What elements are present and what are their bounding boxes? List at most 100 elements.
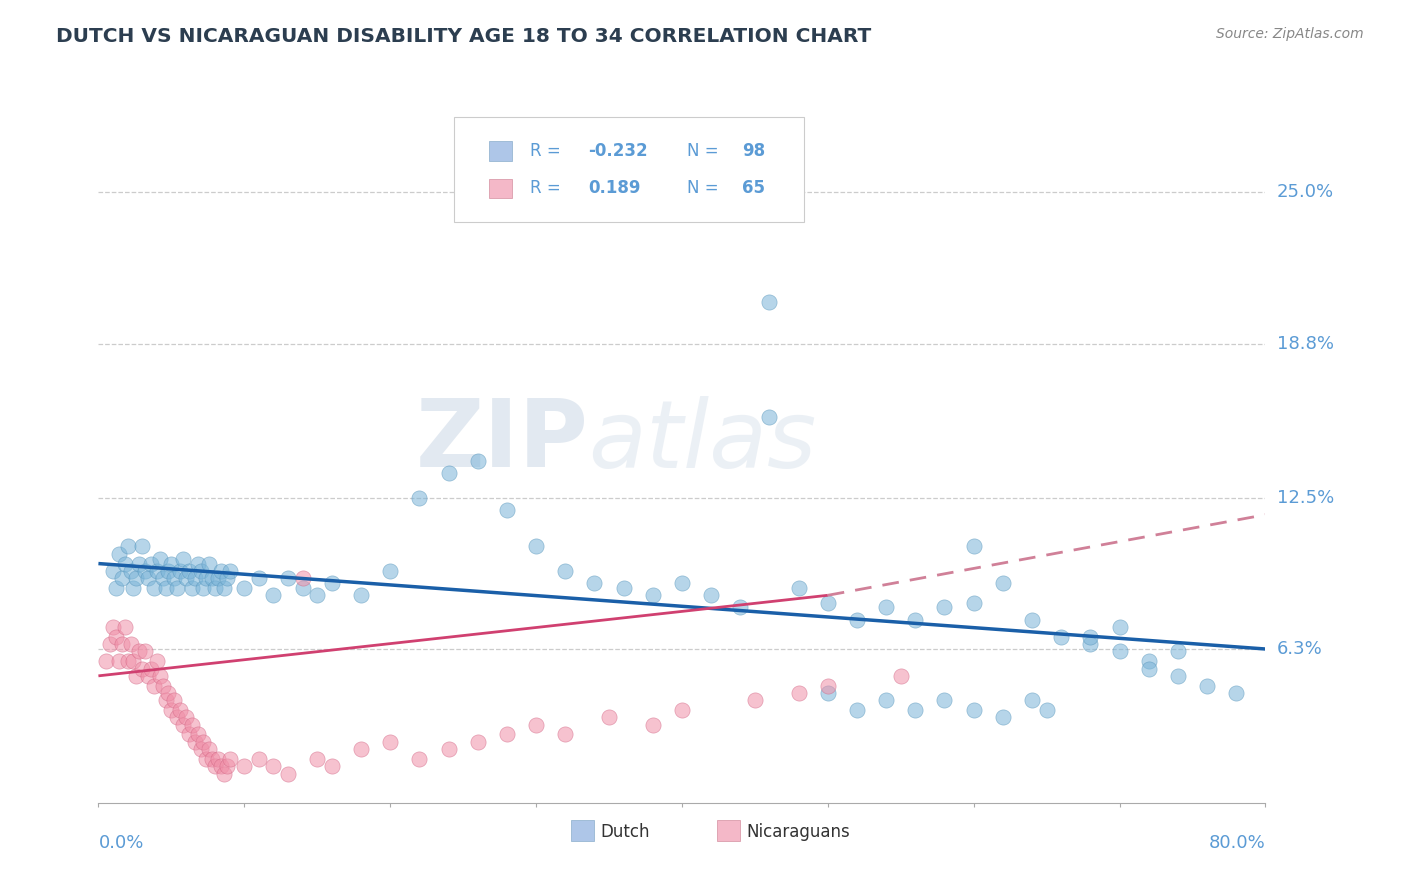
Point: [101, 620, 124, 634]
Point: [817, 686, 839, 700]
Point: [207, 571, 229, 585]
Point: [157, 564, 180, 578]
Point: [204, 581, 226, 595]
Point: [350, 588, 373, 602]
Point: [524, 540, 547, 554]
Point: [152, 679, 174, 693]
Point: [166, 710, 188, 724]
Point: [117, 654, 139, 668]
Point: [120, 637, 142, 651]
Point: [142, 679, 165, 693]
Point: [728, 600, 751, 615]
Point: [111, 571, 134, 585]
Point: [307, 752, 329, 766]
Text: 98: 98: [742, 142, 765, 160]
Point: [408, 752, 430, 766]
Point: [204, 759, 226, 773]
Point: [146, 564, 169, 578]
Point: [991, 710, 1014, 724]
Point: [207, 752, 229, 766]
Point: [408, 491, 430, 505]
Point: [169, 703, 191, 717]
Point: [166, 581, 188, 595]
Point: [134, 644, 156, 658]
Point: [291, 571, 314, 585]
Point: [495, 503, 517, 517]
Point: [108, 547, 131, 561]
Point: [1021, 613, 1043, 627]
Point: [128, 644, 150, 658]
Point: [187, 727, 209, 741]
Point: [233, 581, 256, 595]
Point: [108, 654, 131, 668]
Text: 12.5%: 12.5%: [1277, 489, 1334, 507]
Text: 65: 65: [742, 179, 765, 197]
Point: [1167, 644, 1189, 658]
Point: [1137, 661, 1160, 675]
Point: [190, 742, 212, 756]
Point: [787, 581, 810, 595]
Point: [437, 742, 460, 756]
Point: [962, 540, 984, 554]
Text: N =: N =: [688, 179, 724, 197]
Point: [641, 588, 664, 602]
Point: [149, 551, 172, 566]
Point: [233, 759, 256, 773]
Text: DUTCH VS NICARAGUAN DISABILITY AGE 18 TO 34 CORRELATION CHART: DUTCH VS NICARAGUAN DISABILITY AGE 18 TO…: [56, 27, 872, 45]
Point: [1195, 679, 1218, 693]
Text: R =: R =: [530, 179, 565, 197]
Point: [321, 759, 343, 773]
Point: [524, 717, 547, 731]
Point: [195, 752, 218, 766]
Point: [190, 564, 212, 578]
Point: [101, 564, 124, 578]
Text: 0.189: 0.189: [588, 179, 641, 197]
Point: [180, 717, 202, 731]
Point: [142, 581, 165, 595]
Point: [149, 669, 172, 683]
Point: [1225, 686, 1247, 700]
Point: [671, 576, 693, 591]
Point: [212, 766, 235, 780]
Text: 0.0%: 0.0%: [98, 834, 143, 852]
Text: 18.8%: 18.8%: [1277, 334, 1333, 353]
Point: [934, 600, 956, 615]
Text: Source: ZipAtlas.com: Source: ZipAtlas.com: [1216, 27, 1364, 41]
Point: [1137, 654, 1160, 668]
Point: [991, 576, 1014, 591]
Point: [131, 540, 153, 554]
Point: [201, 571, 224, 585]
Point: [180, 581, 202, 595]
Point: [307, 588, 329, 602]
Point: [201, 752, 224, 766]
Point: [641, 717, 664, 731]
Point: [122, 654, 145, 668]
Point: [934, 693, 956, 707]
Point: [962, 703, 984, 717]
Point: [817, 596, 839, 610]
Point: [612, 581, 634, 595]
Point: [139, 557, 162, 571]
Text: -0.232: -0.232: [588, 142, 648, 160]
Point: [291, 581, 314, 595]
Point: [215, 571, 238, 585]
Point: [247, 752, 270, 766]
Text: R =: R =: [530, 142, 565, 160]
Point: [183, 571, 205, 585]
Point: [104, 630, 127, 644]
Point: [139, 661, 162, 675]
Point: [120, 564, 142, 578]
Point: [146, 654, 169, 668]
Point: [117, 540, 139, 554]
Point: [177, 564, 200, 578]
Point: [1080, 637, 1102, 651]
Text: Dutch: Dutch: [600, 823, 650, 841]
Text: 80.0%: 80.0%: [1209, 834, 1265, 852]
Point: [128, 557, 150, 571]
Point: [98, 637, 121, 651]
Point: [671, 703, 693, 717]
Point: [198, 557, 221, 571]
Point: [152, 571, 174, 585]
Point: [172, 717, 194, 731]
Point: [845, 613, 868, 627]
